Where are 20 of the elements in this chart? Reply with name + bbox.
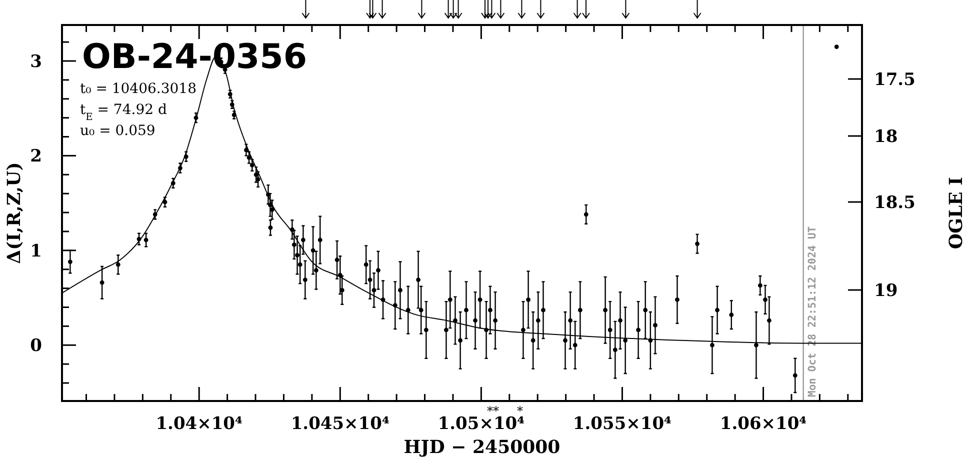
y2-axis-title: OGLE I <box>946 176 965 250</box>
annotation: t$_{E}$ = 74.92 d <box>80 102 167 122</box>
y-tick-label: 0 <box>30 336 42 356</box>
x-tick-label: 1.055×10⁴ <box>572 414 672 434</box>
x-axis-title: HJD − 2450000 <box>404 437 560 458</box>
y-tick-label: 1 <box>30 241 42 262</box>
x-tick-label: 1.04×10⁴ <box>156 414 242 434</box>
chart-title: OB-24-0356 <box>82 37 307 77</box>
annotation: t₀ = 10406.3018 <box>80 81 196 97</box>
text: 19 <box>874 281 898 301</box>
x-tick-label: 1.06×10⁴ <box>720 414 807 434</box>
x-tick-label: 1.05×10⁴ <box>438 414 525 434</box>
y-axis-title: Δ(I,R,Z,U) <box>4 162 25 264</box>
text: 18 <box>874 127 898 147</box>
x-tick-label: 1.045×10⁴ <box>290 414 390 434</box>
annotation: u₀ = 0.059 <box>80 123 156 139</box>
y-tick-label: 3 <box>30 52 42 72</box>
text: 18.5 <box>874 193 916 213</box>
y-tick-label: 2 <box>30 146 42 167</box>
text: 17.5 <box>874 70 916 90</box>
